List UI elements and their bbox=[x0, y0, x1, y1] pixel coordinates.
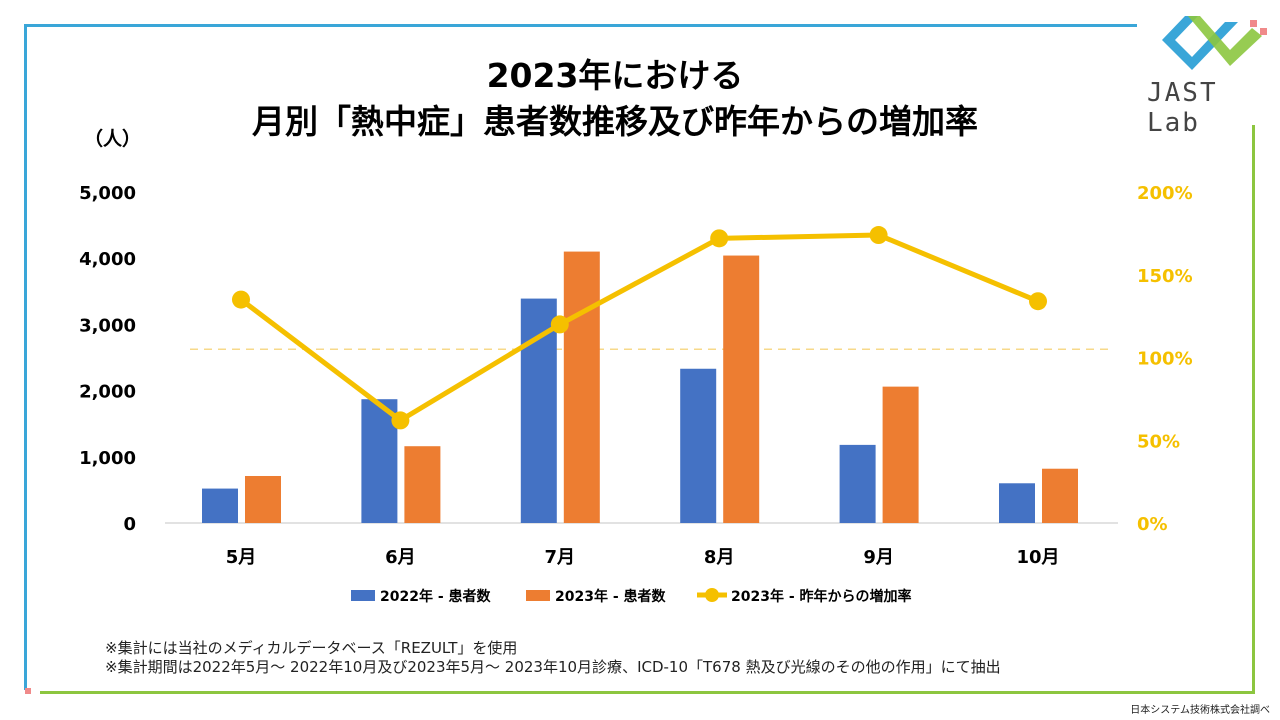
x-tick-label: 10月 bbox=[1016, 547, 1059, 568]
frame-bottom-border bbox=[40, 691, 1255, 694]
y-tick-label: 5,000 bbox=[79, 183, 136, 204]
y2-tick-label: 0% bbox=[1137, 514, 1168, 535]
rate-point bbox=[550, 315, 569, 334]
legend-label: 2022年 - 患者数 bbox=[380, 588, 492, 605]
x-tick-label: 5月 bbox=[226, 547, 257, 568]
bar-2023 bbox=[245, 475, 281, 523]
y-tick-label: 1,000 bbox=[79, 448, 136, 469]
rate-point bbox=[232, 290, 250, 309]
frame-left-border bbox=[24, 24, 27, 690]
jast-lab-logo bbox=[1162, 16, 1267, 70]
y2-tick-label: 150% bbox=[1137, 266, 1193, 287]
source-credit: 日本システム技術株式会社調べ bbox=[1130, 705, 1270, 716]
y-tick-label: 2,000 bbox=[79, 382, 136, 403]
x-tick-label: 8月 bbox=[704, 547, 735, 568]
y-tick-label: 3,000 bbox=[79, 315, 136, 336]
bar-2023 bbox=[563, 251, 600, 523]
bar-2023 bbox=[882, 386, 919, 523]
note-2: ※集計期間は2022年5月～ 2022年10月及び2023年5月～ 2023年1… bbox=[105, 658, 1001, 676]
note-1: ※集計には当社のメディカルデータベース「REZULT」を使用 bbox=[105, 639, 518, 657]
y-tick-label: 4,000 bbox=[79, 249, 136, 270]
rate-point bbox=[1029, 292, 1047, 311]
bar-2023 bbox=[1042, 468, 1078, 523]
y2-tick-label: 100% bbox=[1137, 349, 1193, 370]
logo-text: JAST Lab bbox=[1147, 78, 1218, 138]
frame-right-border bbox=[1252, 125, 1255, 694]
y-axis-unit: （人） bbox=[84, 128, 142, 150]
rate-point bbox=[710, 229, 729, 248]
legend-label: 2023年 - 患者数 bbox=[555, 588, 667, 605]
legend-swatch bbox=[351, 590, 375, 601]
rate-point bbox=[391, 411, 410, 430]
legend-swatch bbox=[526, 590, 550, 601]
frame-top-border bbox=[25, 24, 1137, 27]
decorative-square bbox=[25, 688, 31, 694]
bar-2022 bbox=[839, 444, 876, 523]
x-tick-label: 9月 bbox=[863, 547, 894, 568]
bar-2023 bbox=[404, 446, 441, 523]
y2-tick-label: 50% bbox=[1137, 431, 1180, 452]
bar-2023 bbox=[723, 255, 760, 523]
rate-point bbox=[869, 226, 888, 245]
legend-label: 2023年 - 昨年からの増加率 bbox=[731, 588, 912, 605]
bar-2022 bbox=[202, 488, 238, 523]
chart-title-line1: 2023年における bbox=[486, 56, 744, 95]
y2-tick-label: 200% bbox=[1137, 183, 1193, 204]
bar-2022 bbox=[680, 368, 717, 523]
chart-title-line2: 月別「熱中症」患者数推移及び昨年からの増加率 bbox=[252, 102, 978, 141]
y-tick-label: 0 bbox=[123, 514, 136, 535]
legend-swatch-marker bbox=[705, 588, 719, 602]
bar-2022 bbox=[361, 399, 398, 523]
x-tick-label: 6月 bbox=[385, 547, 416, 568]
bar-2022 bbox=[999, 483, 1035, 523]
x-tick-label: 7月 bbox=[545, 547, 576, 568]
rate-line bbox=[239, 232, 1039, 423]
